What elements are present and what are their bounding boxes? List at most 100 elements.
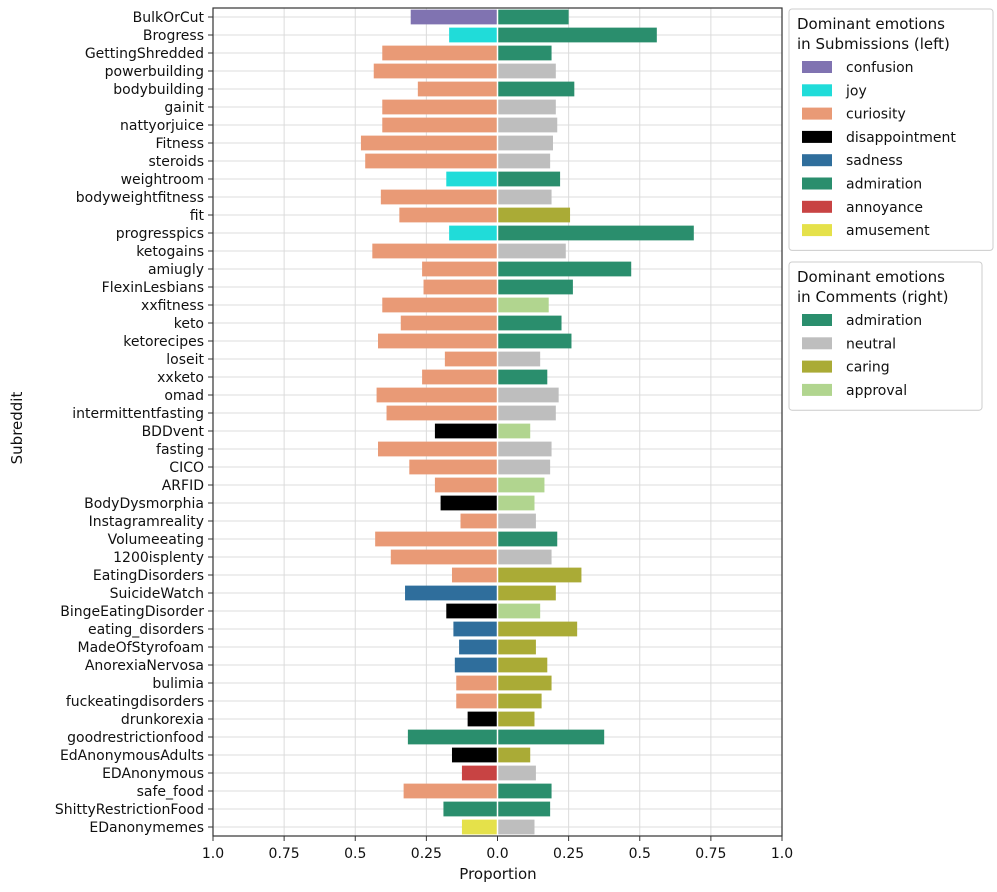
legend-swatch-caring [802, 360, 832, 373]
legend-label-admiration: admiration [846, 313, 922, 329]
bar-submissions-eating_disorders [453, 621, 498, 637]
legend-label-caring: caring [846, 360, 890, 376]
bar-submissions-Volumeeating [375, 531, 498, 547]
bar-comments-EDanonymemes [497, 819, 535, 835]
bar-comments-GettingShredded [497, 45, 552, 61]
y-tick-label-goodrestrictionfood: goodrestrictionfood [67, 730, 204, 746]
legend-swatch-disappointment [802, 130, 832, 143]
bar-comments-xxfitness [497, 297, 549, 313]
y-tick-label-intermittentfasting: intermittentfasting [72, 406, 204, 422]
bar-comments-CICO [497, 459, 551, 475]
bar-submissions-bulimia [456, 675, 498, 691]
bar-comments-Instagramreality [497, 513, 536, 529]
legend-comments: Dominant emotions in Comments (right) adm… [788, 261, 983, 411]
bar-submissions-safe_food [403, 783, 498, 799]
bar-submissions-fit [399, 207, 498, 223]
bar-comments-weightroom [497, 171, 561, 187]
y-tick-label-CICO: CICO [169, 460, 204, 476]
x-tick-label: 0.75 [695, 846, 726, 862]
y-tick-label-Brogress: Brogress [143, 28, 204, 44]
y-tick-label-gainit: gainit [164, 100, 204, 116]
bar-submissions-SuicideWatch [405, 585, 498, 601]
y-tick-label-xxfitness: xxfitness [141, 298, 204, 314]
bar-submissions-EatingDisorders [451, 567, 498, 583]
y-tick-label-fuckeatingdisorders: fuckeatingdisorders [66, 694, 204, 710]
y-tick-label-Instagramreality: Instagramreality [89, 514, 204, 530]
legend-label-neutral: neutral [846, 336, 896, 352]
bar-submissions-nattyorjuice [382, 117, 498, 133]
legend-submissions: Dominant emotions in Submissions (left) c… [788, 8, 994, 251]
legend-swatch-neutral [802, 337, 832, 350]
bar-submissions-fasting [378, 441, 498, 457]
bar-submissions-Instagramreality [460, 513, 498, 529]
legend-label-annoyance: annoyance [846, 200, 923, 216]
legend-swatch-confusion [802, 61, 832, 73]
legend-title-line1: Dominant emotions [797, 268, 945, 286]
bar-submissions-goodrestrictionfood [407, 729, 498, 745]
y-tick-label-steroids: steroids [149, 154, 204, 170]
legend-label-approval: approval [846, 383, 907, 399]
y-tick-label-drunkorexia: drunkorexia [121, 712, 204, 728]
legend-label-admiration: admiration [846, 177, 922, 193]
bar-comments-Fitness [497, 135, 553, 151]
legend-label-curiosity: curiosity [846, 107, 906, 123]
bar-submissions-omad [376, 387, 498, 403]
y-tick-label-EdAnonymousAdults: EdAnonymousAdults [60, 748, 204, 764]
bar-comments-SuicideWatch [497, 585, 556, 601]
y-tick-label-safe_food: safe_food [137, 784, 204, 800]
legend-label-sadness: sadness [846, 153, 903, 169]
bar-submissions-drunkorexia [467, 711, 498, 727]
x-tick-label: 0.25 [553, 846, 584, 862]
y-tick-label-loseit: loseit [166, 352, 204, 368]
bar-comments-steroids [497, 153, 551, 169]
bar-submissions-EDanonymemes [461, 819, 498, 835]
bar-submissions-fuckeatingdisorders [456, 693, 498, 709]
bar-comments-BDDvent [497, 423, 531, 439]
bar-comments-BulkOrCut [497, 9, 569, 25]
y-tick-label-1200isplenty: 1200isplenty [113, 550, 204, 566]
bar-comments-omad [497, 387, 559, 403]
bar-comments-keto [497, 315, 562, 331]
bar-comments-bulimia [497, 675, 552, 691]
y-tick-label-ketorecipes: ketorecipes [123, 334, 204, 350]
legend-swatch-admiration [802, 177, 832, 190]
y-tick-label-Fitness: Fitness [156, 136, 205, 152]
bar-submissions-xxfitness [382, 297, 498, 313]
bar-submissions-ARFID [434, 477, 498, 493]
bar-submissions-progresspics [449, 225, 498, 241]
y-tick-label-FlexinLesbians: FlexinLesbians [102, 280, 204, 296]
legend-swatch-joy [802, 84, 832, 97]
bar-comments-EatingDisorders [497, 567, 582, 583]
y-tick-label-ARFID: ARFID [162, 478, 204, 494]
legend-frame [788, 261, 983, 411]
bar-submissions-ShittyRestrictionFood [443, 801, 498, 817]
bar-comments-bodyweightfitness [497, 189, 552, 205]
bar-comments-Volumeeating [497, 531, 558, 547]
y-tick-label-powerbuilding: powerbuilding [105, 64, 204, 80]
y-tick-label-bodybuilding: bodybuilding [113, 82, 204, 98]
bar-comments-loseit [497, 351, 541, 367]
y-tick-label-eating_disorders: eating_disorders [88, 622, 204, 638]
x-axis-title: Proportion [459, 865, 536, 883]
y-tick-label-AnorexiaNervosa: AnorexiaNervosa [85, 658, 204, 674]
bar-comments-ShittyRestrictionFood [497, 801, 551, 817]
bar-submissions-BingeEatingDisorder [446, 603, 498, 619]
bar-comments-goodrestrictionfood [497, 729, 605, 745]
y-tick-label-xxketo: xxketo [157, 370, 204, 386]
legend-label-amusement: amusement [846, 223, 930, 239]
bar-comments-ARFID [497, 477, 545, 493]
x-tick-label: 1.0 [202, 846, 224, 862]
bar-submissions-gainit [382, 99, 498, 115]
bar-comments-gainit [497, 99, 556, 115]
bar-submissions-powerbuilding [373, 63, 498, 79]
bar-comments-1200isplenty [497, 549, 552, 565]
y-tick-label-bulimia: bulimia [152, 676, 204, 692]
legend-title-line2: in Comments (right) [797, 288, 948, 306]
bar-submissions-steroids [365, 153, 498, 169]
bar-submissions-ketorecipes [378, 333, 498, 349]
legend-swatch-annoyance [802, 200, 832, 213]
bar-submissions-bodyweightfitness [380, 189, 498, 205]
bar-comments-fuckeatingdisorders [497, 693, 542, 709]
bar-comments-amiugly [497, 261, 632, 277]
y-tick-label-ShittyRestrictionFood: ShittyRestrictionFood [55, 802, 204, 818]
